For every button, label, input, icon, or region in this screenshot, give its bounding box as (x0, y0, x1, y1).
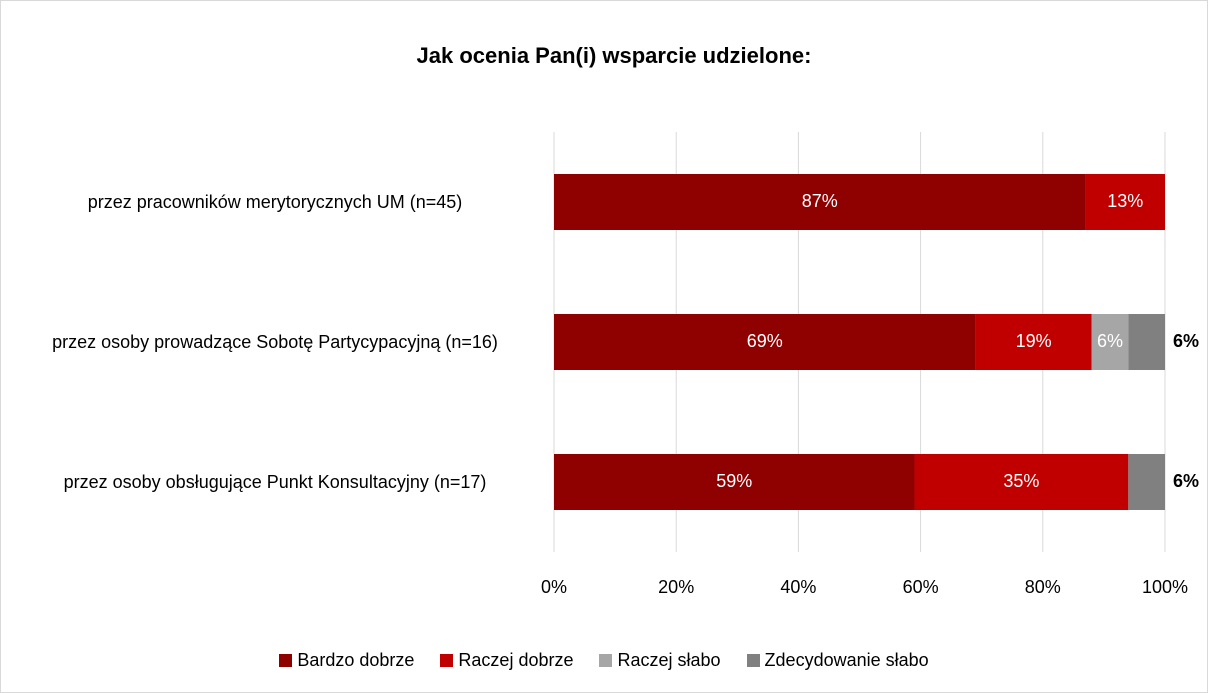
x-tick-label: 0% (541, 577, 567, 597)
legend-swatch (279, 654, 293, 667)
bar-segment (554, 174, 1086, 230)
data-label: 87% (802, 191, 838, 211)
bar-segment (1091, 314, 1129, 370)
legend-label: Bardzo dobrze (297, 650, 415, 670)
y-tick-label: przez osoby prowadzące Sobotę Partycypac… (52, 332, 498, 352)
bar-segment (1128, 314, 1165, 370)
legend-item: Raczej dobrze (440, 650, 573, 671)
legend-swatch (440, 654, 454, 667)
x-tick-label: 20% (658, 577, 694, 597)
legend-swatch (746, 654, 760, 667)
data-label: 6% (1173, 331, 1199, 351)
chart-title: Jak ocenia Pan(i) wsparcie udzielone: (417, 43, 812, 68)
legend-label: Raczej dobrze (458, 650, 574, 670)
legend-item: Bardzo dobrze (279, 650, 414, 671)
data-label: 6% (1173, 471, 1199, 491)
bar-segment (1128, 454, 1165, 510)
bar-segment (1085, 174, 1165, 230)
data-label: 35% (1003, 471, 1039, 491)
y-tick-label: przez pracowników merytorycznych UM (n=4… (87, 192, 463, 212)
bar-segment (554, 454, 915, 510)
x-tick-label: 80% (1025, 577, 1061, 597)
bar-segment (554, 314, 976, 370)
legend-label: Raczej słabo (617, 650, 721, 670)
data-label: 69% (747, 331, 783, 351)
legend-label: Zdecydowanie słabo (764, 650, 929, 670)
legend-item: Raczej słabo (599, 650, 721, 671)
legend: Bardzo dobrze Raczej dobrze Raczej słabo Zd… (0, 650, 1208, 671)
bar-segment (914, 454, 1129, 510)
legend-swatch (599, 654, 613, 667)
data-label: 13% (1107, 191, 1143, 211)
x-tick-label: 60% (903, 577, 939, 597)
data-label: 59% (716, 471, 752, 491)
y-tick-label: przez osoby obsługujące Punkt Konsultacy… (63, 472, 487, 492)
x-tick-label: 100% (1142, 577, 1188, 597)
bar-segment (975, 314, 1092, 370)
legend-item: Zdecydowanie słabo (746, 650, 929, 671)
data-label: 6% (1097, 331, 1123, 351)
x-tick-label: 40% (780, 577, 816, 597)
data-label: 19% (1016, 331, 1052, 351)
